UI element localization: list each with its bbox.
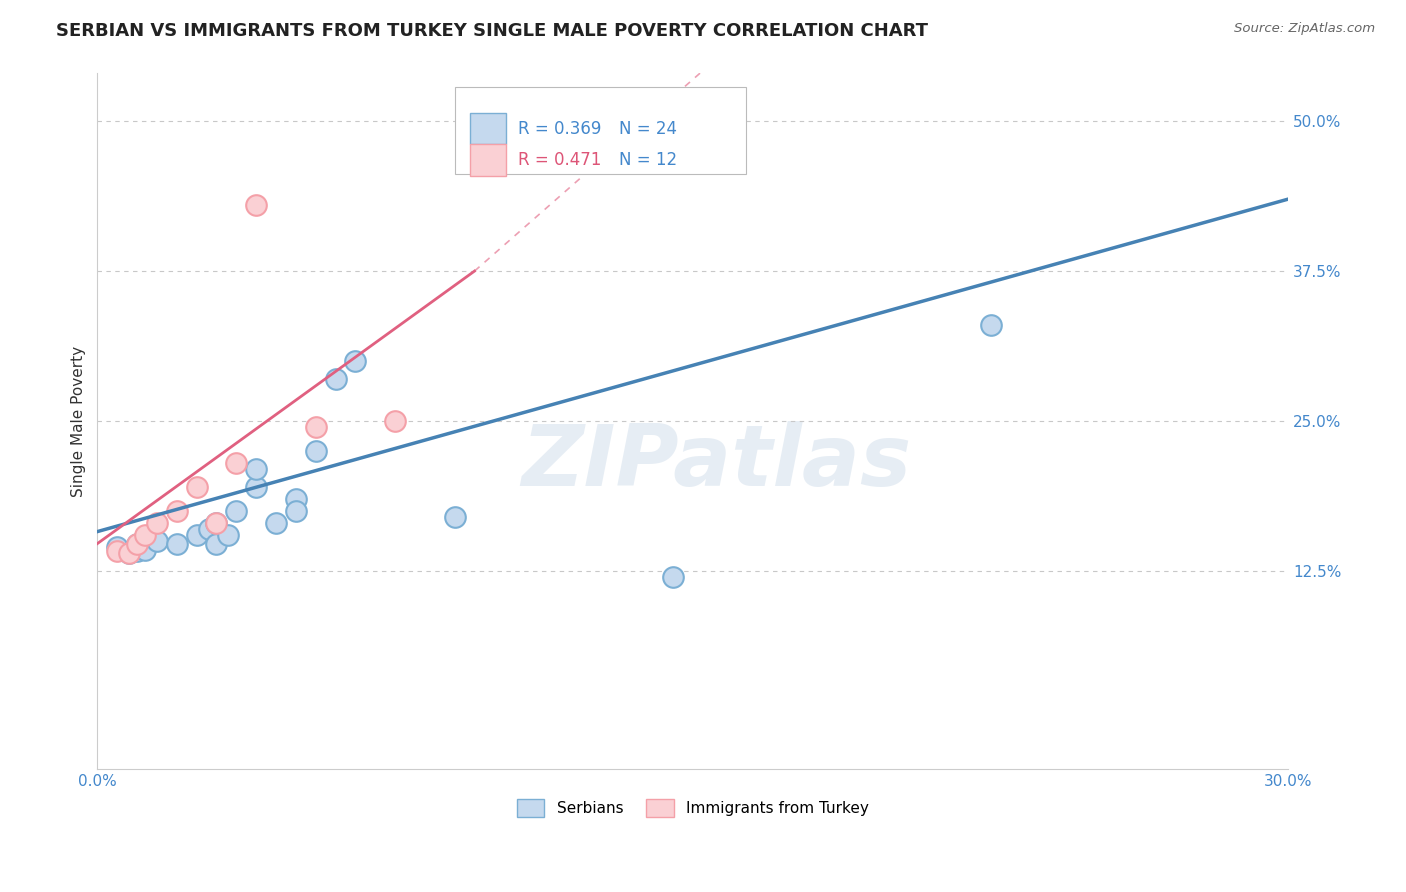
Point [146,516,169,531]
Point [134,542,156,557]
Text: N = 24: N = 24 [619,120,678,138]
Point [384,414,406,428]
Point [284,492,307,507]
Point [245,198,267,212]
Text: Source: ZipAtlas.com: Source: ZipAtlas.com [1234,22,1375,36]
Point [186,480,208,494]
Text: ZIPatlas: ZIPatlas [522,421,912,504]
Point [284,504,307,518]
Point [186,528,208,542]
Point [146,534,169,549]
Point [443,510,465,524]
Text: R = 0.471: R = 0.471 [517,151,602,169]
Point [217,528,239,542]
Legend: Serbians, Immigrants from Turkey: Serbians, Immigrants from Turkey [509,791,876,824]
Point [225,504,247,518]
Point [305,420,328,434]
Point [125,543,148,558]
Point [205,516,228,531]
Point [245,462,267,476]
Point [166,536,188,550]
Point [118,546,141,560]
Point [325,372,347,386]
Point [662,570,685,584]
Text: SERBIAN VS IMMIGRANTS FROM TURKEY SINGLE MALE POVERTY CORRELATION CHART: SERBIAN VS IMMIGRANTS FROM TURKEY SINGLE… [56,22,928,40]
Point [980,318,1002,332]
Point [125,536,148,550]
Point [197,522,219,536]
Point [105,543,128,558]
Point [118,546,141,560]
Y-axis label: Single Male Poverty: Single Male Poverty [72,345,86,497]
Point [205,536,228,550]
FancyBboxPatch shape [470,145,506,176]
FancyBboxPatch shape [454,87,747,174]
Point [264,516,287,531]
Point [134,528,156,542]
Point [344,354,367,368]
Point [305,444,328,458]
FancyBboxPatch shape [470,113,506,145]
Point [205,516,228,531]
Point [225,456,247,470]
Point [245,480,267,494]
Point [105,540,128,554]
Point [166,504,188,518]
Point [125,536,148,550]
Text: R = 0.369: R = 0.369 [517,120,602,138]
Text: N = 12: N = 12 [619,151,678,169]
